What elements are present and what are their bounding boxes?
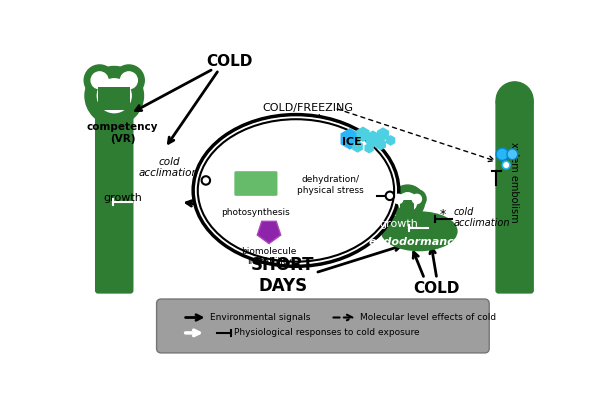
Polygon shape (356, 126, 370, 142)
FancyBboxPatch shape (400, 200, 414, 220)
Text: growth: growth (379, 218, 418, 228)
Text: COLD: COLD (206, 54, 252, 69)
Circle shape (386, 192, 394, 200)
Text: Physiological responses to cold exposure: Physiological responses to cold exposure (233, 328, 419, 338)
Ellipse shape (198, 119, 394, 262)
Circle shape (496, 148, 508, 160)
Ellipse shape (193, 115, 399, 266)
Circle shape (389, 190, 407, 208)
Text: COLD/FREEZING: COLD/FREEZING (262, 103, 353, 113)
Polygon shape (365, 130, 380, 147)
Ellipse shape (380, 211, 458, 251)
Text: ICE: ICE (341, 137, 361, 147)
Text: competency
(VR): competency (VR) (87, 122, 158, 144)
Text: biomolecule
instability: biomolecule instability (241, 247, 296, 266)
Polygon shape (257, 221, 281, 244)
Circle shape (502, 161, 510, 169)
Polygon shape (352, 140, 363, 153)
Text: Environmental signals: Environmental signals (210, 313, 310, 322)
Polygon shape (376, 138, 386, 150)
Circle shape (202, 176, 210, 185)
Circle shape (394, 194, 403, 204)
Circle shape (407, 190, 426, 208)
Circle shape (85, 66, 143, 125)
Text: SHORT
DAYS: SHORT DAYS (251, 256, 314, 294)
Circle shape (412, 194, 421, 204)
Circle shape (507, 149, 518, 160)
Text: *: * (440, 208, 446, 221)
Text: dehydration/
physical stress: dehydration/ physical stress (297, 175, 364, 195)
Text: Molecular level effects of cold: Molecular level effects of cold (360, 313, 496, 322)
Polygon shape (377, 127, 389, 141)
FancyBboxPatch shape (496, 99, 534, 294)
FancyBboxPatch shape (95, 99, 133, 294)
Text: cold
acclimation: cold acclimation (139, 156, 199, 178)
Circle shape (113, 65, 144, 96)
Polygon shape (386, 135, 395, 146)
Polygon shape (341, 128, 359, 150)
Text: endodormancy: endodormancy (369, 237, 462, 247)
Text: cold
acclimation: cold acclimation (454, 206, 510, 228)
Circle shape (97, 79, 131, 113)
Circle shape (391, 185, 425, 219)
Circle shape (398, 193, 417, 211)
Circle shape (91, 72, 108, 89)
FancyBboxPatch shape (98, 86, 130, 110)
Polygon shape (364, 143, 374, 154)
Text: xylem embolism: xylem embolism (509, 142, 519, 223)
Text: growth: growth (103, 193, 142, 203)
Circle shape (121, 72, 137, 89)
Text: photosynthesis: photosynthesis (221, 208, 290, 217)
FancyBboxPatch shape (235, 171, 277, 196)
Circle shape (84, 65, 115, 96)
Text: COLD: COLD (413, 281, 460, 296)
FancyBboxPatch shape (157, 299, 489, 353)
Circle shape (496, 82, 533, 119)
